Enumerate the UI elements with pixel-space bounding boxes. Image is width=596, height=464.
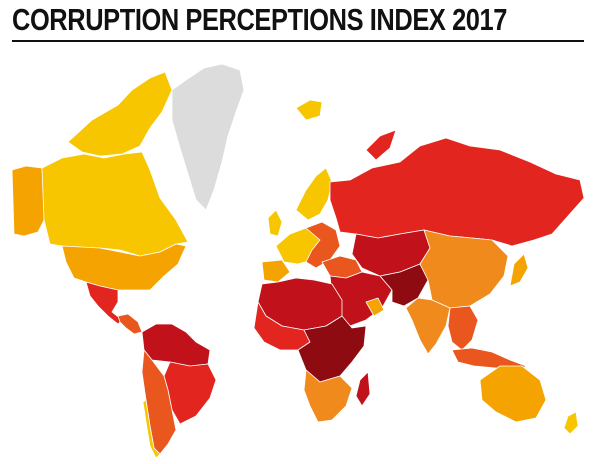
region-gulf-states[interactable] [365, 297, 385, 317]
region-scandinavia[interactable] [295, 167, 333, 221]
region-uk-ireland[interactable] [267, 209, 283, 237]
world-map-svg [11, 63, 585, 459]
region-central-africa[interactable] [297, 315, 367, 383]
region-canada-arctic-islands[interactable] [67, 71, 173, 157]
region-chile[interactable] [142, 399, 161, 459]
region-russia[interactable] [329, 137, 585, 247]
map-title: CORRUPTION PERCEPTIONS INDEX 2017 [12, 2, 507, 37]
region-southeast-asia[interactable] [447, 305, 479, 351]
region-greenland[interactable] [171, 63, 245, 211]
region-japan[interactable] [509, 253, 529, 287]
region-india[interactable] [405, 297, 451, 355]
title-underline [12, 40, 584, 42]
region-new-zealand[interactable] [563, 411, 579, 435]
region-alaska[interactable] [11, 165, 45, 237]
region-southern-africa[interactable] [303, 369, 353, 423]
region-united-states[interactable] [61, 243, 187, 291]
region-russia-islands[interactable] [365, 129, 397, 161]
region-china[interactable] [419, 229, 509, 309]
region-australia[interactable] [479, 365, 547, 423]
region-iceland[interactable] [295, 99, 323, 121]
world-map [0, 50, 596, 464]
region-madagascar[interactable] [355, 371, 371, 407]
region-central-america[interactable] [117, 313, 143, 335]
region-canada[interactable] [41, 151, 189, 257]
region-iberia[interactable] [261, 259, 291, 283]
